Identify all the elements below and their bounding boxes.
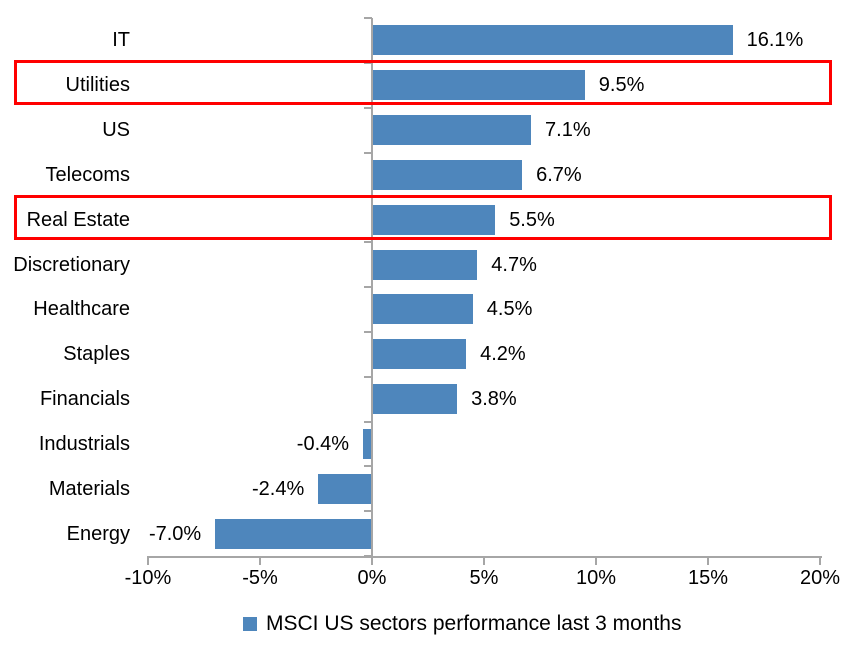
highlight-box-real-estate bbox=[14, 194, 832, 240]
legend-series-label: MSCI US sectors performance last 3 month… bbox=[266, 612, 682, 635]
value-label: 4.2% bbox=[480, 343, 526, 366]
value-label: 9.5% bbox=[598, 74, 645, 97]
bar-discretionary bbox=[372, 249, 478, 280]
category-label: Energy bbox=[66, 522, 130, 545]
bar-real-estate bbox=[372, 204, 496, 235]
value-label: -7.0% bbox=[148, 522, 202, 545]
value-axis-tick-label: 10% bbox=[575, 567, 617, 589]
category-axis-tick bbox=[364, 465, 372, 468]
category-label: US bbox=[102, 119, 130, 142]
category-axis-line bbox=[371, 18, 373, 556]
bar-utilities bbox=[372, 70, 585, 101]
value-axis-tick bbox=[707, 556, 709, 565]
category-label: Financials bbox=[39, 388, 130, 411]
value-label: 6.7% bbox=[536, 163, 582, 186]
bar-energy bbox=[215, 518, 372, 549]
value-axis-line bbox=[148, 556, 822, 558]
value-label: 16.1% bbox=[746, 29, 804, 52]
highlight-box-utilities bbox=[14, 60, 832, 106]
category-label: Industrials bbox=[38, 432, 130, 455]
value-label: -2.4% bbox=[252, 477, 305, 500]
value-label: 4.7% bbox=[491, 253, 537, 276]
category-axis-tick bbox=[364, 286, 372, 288]
category-axis-tick bbox=[364, 17, 372, 19]
value-axis-tick bbox=[819, 556, 821, 565]
bar-us bbox=[372, 115, 532, 146]
category-axis-tick bbox=[364, 241, 372, 244]
bar-financials bbox=[372, 384, 458, 415]
value-axis-tick bbox=[259, 556, 261, 565]
value-label: -0.4% bbox=[296, 432, 350, 455]
category-label: Real Estate bbox=[26, 208, 130, 231]
category-label: Discretionary bbox=[13, 253, 130, 276]
category-axis-tick bbox=[364, 510, 372, 513]
category-axis-tick bbox=[364, 151, 372, 154]
value-axis-tick bbox=[595, 556, 597, 565]
category-axis-tick bbox=[364, 330, 372, 333]
value-axis-tick-label: 20% bbox=[799, 567, 841, 589]
value-label: 7.1% bbox=[545, 119, 591, 142]
category-label: IT bbox=[112, 29, 130, 52]
legend: MSCI US sectors performance last 3 month… bbox=[243, 612, 681, 636]
category-axis-tick bbox=[364, 375, 372, 378]
value-axis-tick-label: -5% bbox=[242, 567, 278, 589]
category-label: Utilities bbox=[65, 74, 130, 97]
category-label: Telecoms bbox=[45, 163, 130, 186]
value-axis-tick bbox=[371, 556, 373, 565]
value-label: 3.8% bbox=[471, 388, 517, 411]
bar-materials bbox=[318, 473, 372, 504]
value-axis-tick-label: 15% bbox=[687, 567, 729, 589]
value-axis-tick bbox=[147, 556, 149, 565]
category-label: Materials bbox=[48, 477, 130, 500]
legend-series-swatch bbox=[243, 617, 257, 631]
category-axis-tick bbox=[364, 106, 372, 109]
bar-industrials bbox=[363, 428, 372, 459]
bar-healthcare bbox=[372, 294, 473, 325]
value-axis-tick-label: 5% bbox=[469, 567, 499, 589]
value-axis-tick-label: -10% bbox=[124, 567, 172, 589]
bar-staples bbox=[372, 339, 467, 370]
category-label: Staples bbox=[63, 343, 130, 366]
value-label: 5.5% bbox=[509, 208, 555, 231]
bar-it bbox=[372, 25, 733, 56]
category-axis-tick bbox=[364, 420, 372, 423]
value-axis-tick bbox=[483, 556, 485, 565]
value-axis-tick-label: 0% bbox=[357, 567, 387, 589]
category-label: Healthcare bbox=[33, 298, 130, 321]
bar-telecoms bbox=[372, 159, 523, 190]
value-label: 4.5% bbox=[486, 298, 533, 321]
